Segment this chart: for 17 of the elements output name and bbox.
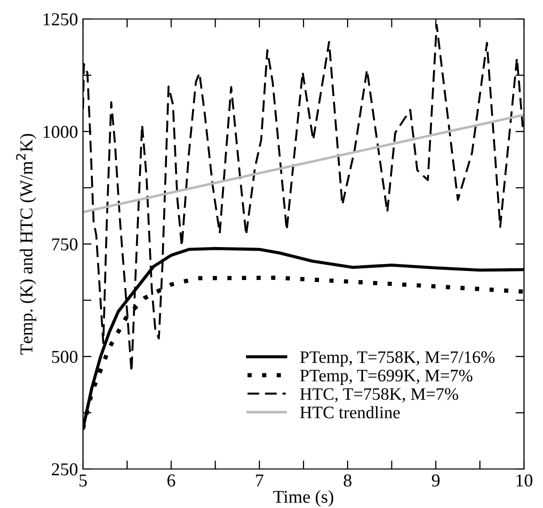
x-tick-label: 7	[256, 474, 264, 486]
x-tick-label: 10	[516, 474, 532, 487]
y-tick-label: 1250	[44, 13, 78, 26]
y-axis-title: Temp. (K) and HTC (W/m$^{2}$K)	[16, 134, 36, 355]
x-axis-title: Time (s)	[273, 490, 334, 507]
x-tick-label: 6	[167, 474, 176, 487]
y-tick-label: 750	[52, 238, 78, 250]
legend-label: HTC, T=758K, M=7%	[300, 388, 458, 402]
x-tick-label: 8	[344, 474, 352, 487]
y-tick-label: 500	[52, 350, 78, 363]
legend-label: PTemp, T=758K, M=7/16%	[300, 351, 495, 367]
legend-label: PTemp, T=699K, M=7%	[300, 370, 472, 385]
x-tick-label: 5	[80, 474, 87, 487]
y-tick-label: 1000	[44, 126, 78, 138]
y-tick-label: 250	[52, 463, 78, 476]
legend-label: HTC trendline	[300, 406, 400, 418]
x-tick-label: 9	[432, 474, 440, 487]
